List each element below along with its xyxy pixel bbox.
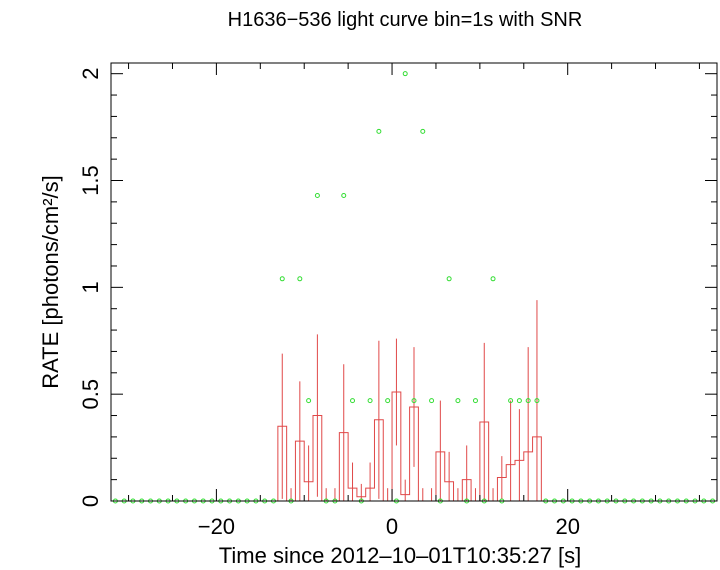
y-tick-label: 2 — [78, 68, 103, 80]
snr-point — [341, 192, 347, 198]
rate-step-line — [111, 391, 717, 502]
x-tick-label: 20 — [555, 514, 579, 539]
chart-title: H1636−536 light curve bin=1s with SNR — [228, 9, 583, 31]
plot-frame — [110, 62, 718, 502]
snr-point — [516, 398, 522, 404]
snr-point — [429, 398, 435, 404]
snr-point — [376, 128, 382, 134]
snr-point — [297, 276, 303, 282]
y-tick-label: 1.5 — [78, 165, 103, 196]
snr-point — [367, 398, 373, 404]
y-axis: 0 0.5 1 1.5 2 — [78, 68, 717, 507]
snr-point — [411, 398, 417, 404]
snr-point — [314, 192, 320, 198]
snr-point — [490, 276, 496, 282]
snr-point — [350, 398, 356, 404]
plot-area — [111, 71, 717, 504]
y-axis-label: RATE [photons/cm²/s] — [38, 175, 63, 389]
x-tick-label: 0 — [386, 514, 398, 539]
snr-point — [279, 276, 285, 282]
y-tick-label: 1 — [78, 281, 103, 293]
snr-point — [472, 398, 478, 404]
x-tick-label: −20 — [198, 514, 235, 539]
snr-point — [455, 398, 461, 404]
snr-point — [306, 398, 312, 404]
y-tick-label: 0.5 — [78, 379, 103, 410]
y-tick-label: 0 — [78, 495, 103, 507]
snr-point — [420, 128, 426, 134]
snr-point — [446, 276, 452, 282]
snr-point — [525, 398, 531, 404]
x-axis: −20 0 20 — [128, 63, 700, 539]
snr-point — [402, 71, 408, 77]
snr-point — [508, 398, 514, 404]
x-axis-label: Time since 2012–10–01T10:35:27 [s] — [219, 543, 581, 568]
snr-point — [385, 398, 391, 404]
snr-point — [534, 398, 540, 404]
